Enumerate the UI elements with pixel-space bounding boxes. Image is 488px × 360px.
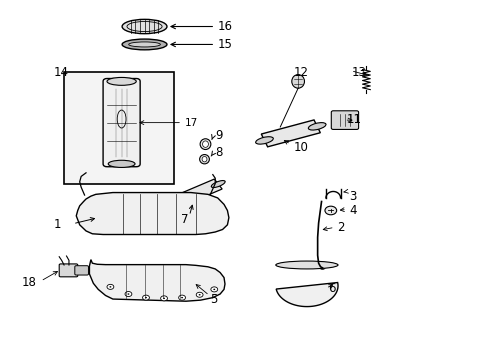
- Text: 11: 11: [346, 113, 361, 126]
- Circle shape: [163, 298, 164, 299]
- FancyBboxPatch shape: [103, 78, 140, 167]
- Ellipse shape: [107, 77, 136, 85]
- Ellipse shape: [308, 123, 325, 130]
- Circle shape: [107, 284, 114, 289]
- Circle shape: [213, 289, 215, 290]
- Circle shape: [160, 296, 167, 301]
- Text: 8: 8: [215, 146, 222, 159]
- Text: 15: 15: [217, 38, 232, 51]
- Text: 9: 9: [215, 129, 223, 142]
- Circle shape: [325, 206, 336, 215]
- Ellipse shape: [291, 75, 304, 88]
- Ellipse shape: [202, 141, 208, 147]
- Text: 6: 6: [328, 282, 335, 295]
- Ellipse shape: [320, 266, 325, 269]
- Circle shape: [109, 286, 111, 288]
- Ellipse shape: [275, 261, 337, 269]
- Text: 5: 5: [210, 293, 217, 306]
- Text: 3: 3: [348, 190, 356, 203]
- Bar: [64, 72, 173, 184]
- FancyBboxPatch shape: [59, 264, 78, 277]
- Ellipse shape: [128, 42, 160, 47]
- Circle shape: [198, 294, 200, 296]
- Polygon shape: [89, 260, 224, 301]
- Text: 2: 2: [336, 221, 344, 234]
- Ellipse shape: [202, 157, 206, 162]
- Polygon shape: [76, 193, 228, 234]
- Circle shape: [181, 297, 183, 298]
- Polygon shape: [174, 179, 222, 206]
- Text: 12: 12: [293, 66, 307, 79]
- Text: 13: 13: [351, 66, 366, 79]
- Ellipse shape: [122, 19, 166, 34]
- Text: 4: 4: [348, 204, 356, 217]
- Circle shape: [127, 293, 129, 295]
- Circle shape: [178, 295, 185, 300]
- Text: 14: 14: [53, 66, 68, 79]
- Text: 10: 10: [293, 140, 307, 153]
- Circle shape: [142, 295, 149, 300]
- Polygon shape: [261, 120, 320, 147]
- Ellipse shape: [108, 160, 135, 167]
- FancyBboxPatch shape: [75, 266, 88, 275]
- Ellipse shape: [255, 137, 273, 144]
- Circle shape: [196, 292, 203, 297]
- Polygon shape: [276, 283, 337, 307]
- Ellipse shape: [200, 139, 210, 149]
- Circle shape: [125, 292, 132, 297]
- Text: 7: 7: [181, 213, 188, 226]
- Circle shape: [210, 287, 217, 292]
- Ellipse shape: [171, 198, 184, 204]
- Text: 1: 1: [53, 218, 61, 231]
- FancyBboxPatch shape: [330, 111, 358, 130]
- Text: 17: 17: [184, 118, 198, 128]
- Ellipse shape: [211, 181, 224, 188]
- Ellipse shape: [122, 39, 166, 50]
- Text: 16: 16: [217, 20, 232, 33]
- Text: 18: 18: [21, 276, 36, 289]
- Ellipse shape: [199, 154, 209, 164]
- Circle shape: [145, 297, 147, 298]
